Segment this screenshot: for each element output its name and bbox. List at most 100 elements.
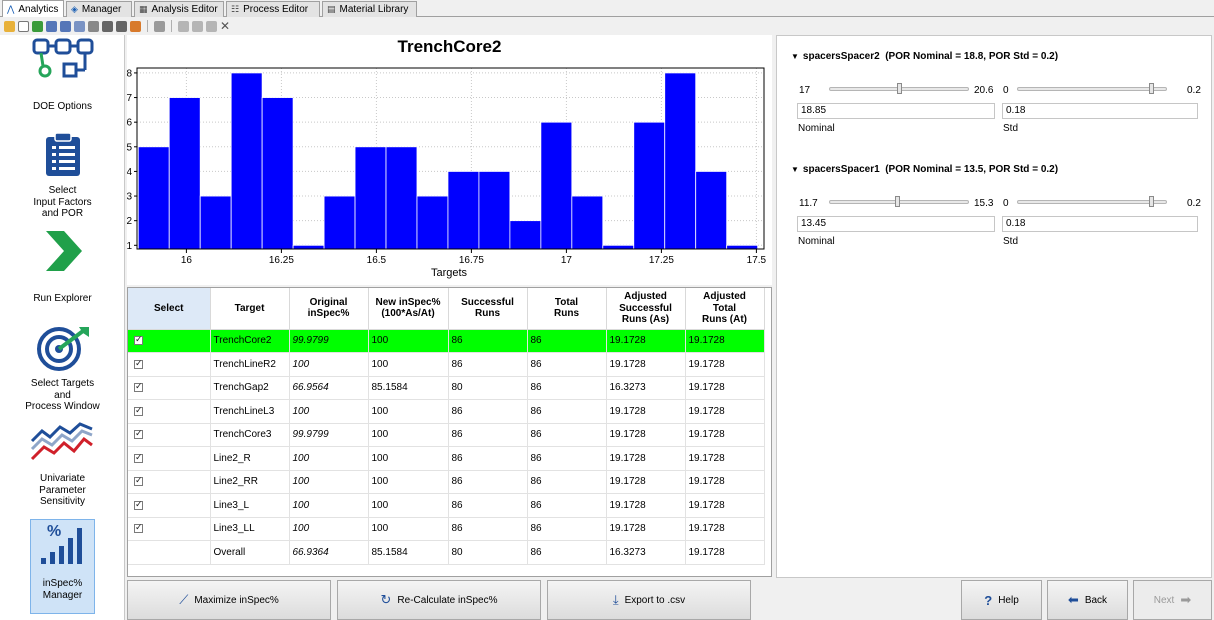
nominal-slider-thumb[interactable] xyxy=(894,196,900,207)
workflow-sidebar: DOE Options Select Input Factors and POR… xyxy=(0,35,125,620)
column-header-select[interactable]: Select xyxy=(128,288,211,330)
tab-manager[interactable]: ◈ Manager xyxy=(66,1,132,17)
column-header-target[interactable]: Target xyxy=(210,288,290,330)
next-button[interactable]: Next ➡ xyxy=(1133,580,1212,620)
select-checkbox[interactable] xyxy=(134,428,143,440)
column-header-original-inspec[interactable]: Original inSpec% xyxy=(289,288,369,330)
cell-select xyxy=(128,540,211,565)
undo-icon[interactable] xyxy=(102,20,113,32)
sidebar-item-select-targets[interactable]: Select Targets and Process Window xyxy=(0,325,125,415)
save-icon[interactable] xyxy=(46,20,57,32)
std-input[interactable]: 0.18 xyxy=(1002,103,1198,119)
select-checkbox[interactable] xyxy=(134,405,143,416)
sidebar-item-run-explorer[interactable]: Run Explorer xyxy=(0,229,125,309)
y-tick-label: 6 xyxy=(127,118,132,129)
tab-analysis-editor[interactable]: ▦ Analysis Editor xyxy=(134,1,224,17)
export-icon[interactable] xyxy=(88,20,99,32)
refresh-icon[interactable] xyxy=(32,20,43,32)
nominal-slider-thumb[interactable] xyxy=(897,83,903,94)
paste-icon[interactable] xyxy=(206,20,217,32)
tab-process-editor[interactable]: ☷ Process Editor xyxy=(226,1,320,17)
y-tick-label: 3 xyxy=(127,192,132,203)
table-row[interactable]: Overall 66.9364 85.1584 80 86 16.3273 19.1728 xyxy=(128,540,765,565)
cut-icon[interactable] xyxy=(192,20,203,32)
sidebar-item-label: Select Input Factors and POR xyxy=(33,185,92,219)
sidebar-item-doe-options[interactable]: DOE Options xyxy=(0,37,125,117)
histogram-panel: 16 16.25 16.5 16.75 17 17.25 17.5 1 2 3 4 5 6 7 8 Targ… xyxy=(127,35,772,285)
sidebar-item-inspec-manager[interactable]: % inSpec% Manager xyxy=(30,519,95,614)
back-button[interactable]: ⬅ Back xyxy=(1047,580,1128,620)
select-checkbox[interactable] xyxy=(134,334,143,346)
copy-icon[interactable] xyxy=(178,20,189,32)
cell-select xyxy=(128,517,211,541)
column-header-total-runs[interactable]: Total Runs xyxy=(527,288,607,330)
select-checkbox[interactable] xyxy=(134,475,143,487)
cell-total-runs: 86 xyxy=(527,399,607,424)
inspec-manager-icon: % xyxy=(40,523,82,564)
recalculate-inspec-button[interactable]: ↻ Re-Calculate inSpec% xyxy=(337,580,541,620)
cell-target: TrenchLineR2 xyxy=(210,352,290,377)
select-checkbox[interactable] xyxy=(134,452,143,463)
select-checkbox[interactable] xyxy=(134,358,143,369)
delete-icon[interactable]: ✕ xyxy=(220,18,231,33)
table-row[interactable]: TrenchGap266.956485.1584808616.327319.17… xyxy=(128,376,765,400)
cell-successful-runs: 86 xyxy=(448,352,528,377)
cell-target: TrenchCore2 xyxy=(210,329,290,353)
select-checkbox[interactable] xyxy=(134,381,143,393)
cell-new-inspec: 100 xyxy=(368,399,449,424)
doe-options-icon xyxy=(32,38,93,78)
factor-group-header[interactable]: ▼ spacersSpacer2 (POR Nominal = 18.8, POR… xyxy=(791,51,1059,62)
factor-group-header[interactable]: ▼ spacersSpacer1 (POR Nominal = 13.5, POR… xyxy=(791,164,1059,175)
settings-icon[interactable] xyxy=(130,20,141,32)
maximize-inspec-button[interactable]: ⟋ Maximize inSpec% xyxy=(127,580,331,620)
sidebar-item-select-input-factors[interactable]: Select Input Factors and POR xyxy=(0,131,125,221)
export-csv-button[interactable]: ⤓ Export to .csv xyxy=(547,580,751,620)
save-all-icon[interactable] xyxy=(60,20,71,32)
std-slider-thumb[interactable] xyxy=(1149,196,1154,207)
histogram-bar xyxy=(447,171,480,250)
nominal-input[interactable]: 18.85 xyxy=(797,103,995,119)
column-header-new-inspec[interactable]: New inSpec% (100*As/At) xyxy=(368,288,449,330)
cell-adjusted-successful: 16.3273 xyxy=(606,540,686,565)
sidebar-item-univariate-sensitivity[interactable]: Univariate Parameter Sensitivity xyxy=(0,421,125,511)
open-folder-icon[interactable] xyxy=(4,20,15,32)
tab-analytics[interactable]: ⋀ Analytics xyxy=(2,0,64,17)
nominal-min-label: 17 xyxy=(799,85,811,96)
x-tick-label: 16.5 xyxy=(367,255,387,266)
nominal-input[interactable]: 13.45 xyxy=(797,216,995,232)
histogram-bar xyxy=(540,121,573,250)
add-icon[interactable] xyxy=(154,20,165,32)
save-as-icon[interactable] xyxy=(74,20,85,32)
std-slider[interactable] xyxy=(1017,200,1167,204)
cell-select xyxy=(128,493,211,518)
new-file-icon[interactable] xyxy=(18,20,29,32)
cell-adjusted-total: 19.1728 xyxy=(685,470,765,494)
std-slider[interactable] xyxy=(1017,87,1167,91)
y-tick-label: 5 xyxy=(127,142,132,153)
std-label: Std xyxy=(1003,123,1019,134)
std-input[interactable]: 0.18 xyxy=(1002,216,1198,232)
x-axis-label: Targets xyxy=(431,267,468,279)
redo-icon[interactable] xyxy=(116,20,127,32)
manager-icon: ◈ xyxy=(71,4,78,14)
select-checkbox[interactable] xyxy=(134,499,143,510)
cell-new-inspec: 100 xyxy=(368,329,449,353)
column-header-adjusted-successful[interactable]: Adjusted Successful Runs (As) xyxy=(606,288,686,330)
std-max-label: 0.2 xyxy=(1187,85,1201,96)
column-header-successful-runs[interactable]: Successful Runs xyxy=(448,288,528,330)
cell-new-inspec: 100 xyxy=(368,352,449,377)
std-slider-thumb[interactable] xyxy=(1149,83,1154,94)
column-header-adjusted-total[interactable]: Adjusted Total Runs (At) xyxy=(685,288,765,330)
select-checkbox[interactable] xyxy=(134,522,143,534)
cell-original-inspec: 99.9799 xyxy=(289,423,369,447)
help-button[interactable]: ? Help xyxy=(961,580,1042,620)
tab-material-library[interactable]: ▤ Material Library xyxy=(322,1,417,17)
